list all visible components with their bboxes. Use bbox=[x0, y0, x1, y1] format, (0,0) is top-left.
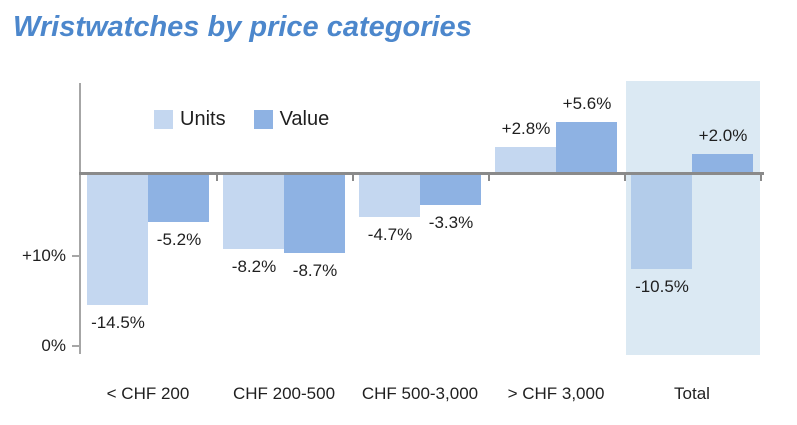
category-axis-tick bbox=[216, 175, 218, 181]
bar-value-label: -5.2% bbox=[156, 230, 202, 249]
y-axis-label: 0% bbox=[41, 336, 66, 355]
bar-value bbox=[148, 175, 209, 222]
bar-value bbox=[692, 154, 753, 172]
category-axis-tick bbox=[624, 175, 626, 181]
bar-value-label: -8.2% bbox=[231, 257, 277, 276]
y-axis-line bbox=[79, 83, 81, 354]
bar-units bbox=[631, 175, 692, 269]
category-axis-tick bbox=[488, 175, 490, 181]
bar-units bbox=[495, 147, 556, 172]
bar-value-label: -10.5% bbox=[635, 277, 689, 296]
bar-units bbox=[87, 175, 148, 305]
category-axis-tick bbox=[760, 175, 762, 181]
chart-title: Wristwatches by price categories bbox=[13, 11, 472, 43]
bar-value-label: -4.7% bbox=[367, 225, 413, 244]
zero-axis-line bbox=[79, 172, 764, 175]
y-axis-tick bbox=[72, 345, 80, 347]
bar-units bbox=[359, 175, 420, 217]
x-axis-label: CHF 500-3,000 bbox=[361, 384, 479, 403]
bar-value-label: -3.3% bbox=[428, 213, 474, 232]
y-axis-label: +10% bbox=[22, 246, 66, 265]
y-axis-tick bbox=[72, 255, 80, 257]
x-axis-label: Total bbox=[674, 384, 710, 403]
bar-value bbox=[556, 122, 617, 172]
category-axis-tick bbox=[352, 175, 354, 181]
legend-swatch-value-icon bbox=[253, 109, 273, 129]
bar-value bbox=[284, 175, 345, 253]
legend-swatch-units-icon bbox=[154, 109, 173, 129]
x-axis-label: < CHF 200 bbox=[106, 384, 190, 403]
legend-label: Value bbox=[279, 108, 330, 130]
bar-value-label: +5.6% bbox=[562, 94, 612, 113]
legend: Units Value bbox=[154, 108, 329, 130]
bar-value-label: -14.5% bbox=[91, 313, 145, 332]
bar-value bbox=[420, 175, 481, 205]
legend-item-units: Units bbox=[154, 108, 226, 130]
bar-value-label: +2.0% bbox=[698, 126, 748, 145]
bar-value-label: -8.7% bbox=[292, 261, 338, 280]
legend-label: Units bbox=[180, 108, 226, 130]
legend-item-value: Value bbox=[253, 108, 330, 130]
x-axis-label: > CHF 3,000 bbox=[507, 384, 605, 403]
bar-units bbox=[223, 175, 284, 249]
bar-value-label: +2.8% bbox=[501, 119, 551, 138]
x-axis-label: CHF 200-500 bbox=[232, 384, 336, 403]
